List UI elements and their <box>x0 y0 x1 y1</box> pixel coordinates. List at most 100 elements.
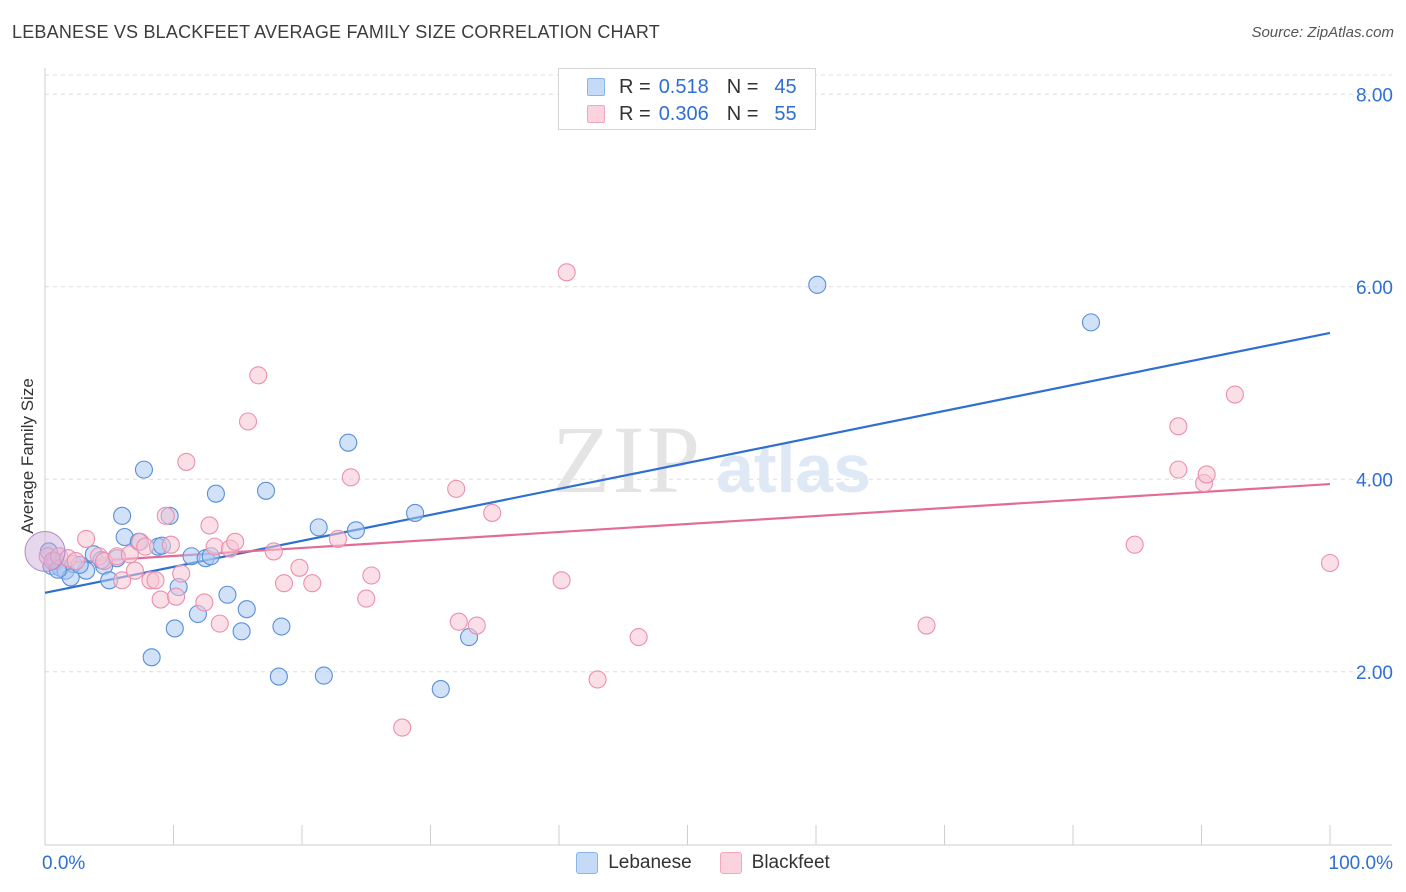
bottom-legend-label: Blackfeet <box>751 852 830 873</box>
blackfeet-point <box>467 616 486 635</box>
blackfeet-point <box>177 452 196 471</box>
blackfeet-point <box>136 537 155 556</box>
blackfeet-point <box>362 566 381 585</box>
legend-r-value: 0.518 <box>658 75 709 98</box>
blackfeet-point <box>146 571 165 590</box>
legend-n-label: N = <box>726 102 759 125</box>
cluster-point <box>24 530 66 572</box>
blackfeet-point <box>172 564 191 583</box>
bottom-legend-swatch-lebanese <box>576 852 599 874</box>
lebanese-point <box>346 521 366 540</box>
bottom-legend-label: Lebanese <box>608 852 692 873</box>
blackfeet-point <box>552 571 571 590</box>
blackfeet-point <box>629 628 648 647</box>
lebanese-point <box>272 617 291 636</box>
blackfeet-point <box>1197 465 1216 484</box>
legend-n-value: 55 <box>774 102 797 125</box>
blackfeet-point <box>264 542 283 561</box>
lebanese-point <box>269 667 288 686</box>
lebanese-point <box>113 506 132 525</box>
blackfeet-point <box>120 545 139 564</box>
legend-row-blackfeet: R = 0.306 N = 55 <box>587 102 797 126</box>
lebanese-point <box>431 680 450 699</box>
blackfeet-point <box>449 612 468 631</box>
legend-row-lebanese: R = 0.518 N = 45 <box>587 75 797 99</box>
y-tick-label: 6.00 <box>1356 278 1393 299</box>
y-axis-label: Average Family Size <box>18 378 37 534</box>
blackfeet-point <box>557 263 576 282</box>
lebanese-point <box>1081 313 1101 332</box>
blackfeet-point <box>195 593 214 612</box>
blackfeet-point <box>447 479 466 498</box>
bottom-legend: Lebanese Blackfeet <box>0 852 1406 874</box>
lebanese-point <box>256 481 276 500</box>
blackfeet-point <box>210 614 229 633</box>
blackfeet-point <box>917 616 936 635</box>
trend-lines <box>44 331 1331 594</box>
legend-swatch-lebanese <box>587 78 605 96</box>
blackfeet-trend-line <box>44 482 1331 566</box>
blackfeet-point <box>238 412 258 431</box>
lebanese-point <box>339 433 358 452</box>
blackfeet-point <box>1320 553 1340 573</box>
blackfeet-point <box>588 670 607 689</box>
grid-lines <box>45 74 1392 673</box>
blackfeet-point <box>1125 535 1144 554</box>
lebanese-point <box>808 275 827 294</box>
blackfeet-point <box>303 574 322 593</box>
blackfeet-point <box>77 529 96 548</box>
tick-labels: 2.00 4.00 6.00 8.00 0.0% 100.0% <box>42 85 1393 874</box>
legend-n-label: N = <box>726 75 759 98</box>
blackfeet-point <box>113 571 132 590</box>
blackfeet-point <box>200 516 219 535</box>
bottom-legend-blackfeet: Blackfeet <box>719 852 830 874</box>
legend: R = 0.518 N = 45 R = 0.306 N = 55 <box>558 68 816 130</box>
blackfeet-point <box>125 561 144 580</box>
legend-swatch-blackfeet <box>587 105 605 123</box>
legend-r-value: 0.306 <box>658 102 709 125</box>
lebanese-point <box>165 619 184 638</box>
source-label: Source: ZipAtlas.com <box>1251 24 1394 41</box>
x-tick-label: 100.0% <box>1329 853 1394 874</box>
lebanese-trend-line <box>44 331 1331 594</box>
y-tick-label: 2.00 <box>1356 663 1393 684</box>
blackfeet-point <box>1169 417 1188 436</box>
bottom-legend-lebanese: Lebanese <box>576 852 692 874</box>
blackfeet-point <box>151 590 170 609</box>
legend-r-label: R = <box>619 75 651 98</box>
blackfeet-point <box>205 537 224 556</box>
blackfeet-point <box>328 529 348 548</box>
blackfeet-point <box>393 718 412 737</box>
watermark-atlas: atlas <box>716 431 871 507</box>
legend-n-value: 45 <box>774 75 797 98</box>
blackfeet-point <box>249 366 268 385</box>
lebanese-point <box>134 460 153 479</box>
y-tick-label: 4.00 <box>1356 470 1393 491</box>
blackfeet-point <box>1169 460 1188 479</box>
lebanese-point <box>314 666 333 685</box>
x-tick-label: 0.0% <box>42 853 85 874</box>
blackfeet-point <box>226 532 245 551</box>
lebanese-point <box>406 503 425 522</box>
blackfeet-point <box>1225 385 1244 404</box>
blackfeet-point <box>357 589 376 608</box>
lebanese-point <box>218 585 237 604</box>
lebanese-point <box>232 622 251 641</box>
data-points <box>24 263 1340 737</box>
blackfeet-point <box>274 574 294 593</box>
lebanese-point <box>142 648 161 667</box>
blackfeet-point <box>156 506 175 525</box>
blackfeet-point <box>290 558 309 577</box>
blackfeet-point <box>341 468 360 487</box>
axes <box>44 68 1392 846</box>
watermark: ZIP atlas <box>552 406 871 513</box>
bottom-legend-swatch-blackfeet <box>719 852 742 874</box>
y-tick-label: 8.00 <box>1356 85 1393 106</box>
lebanese-point <box>237 600 256 619</box>
blackfeet-point <box>167 587 186 606</box>
lebanese-point <box>206 484 225 503</box>
legend-r-label: R = <box>619 102 651 125</box>
blackfeet-point <box>66 552 85 571</box>
watermark-zip: ZIP <box>552 406 702 513</box>
